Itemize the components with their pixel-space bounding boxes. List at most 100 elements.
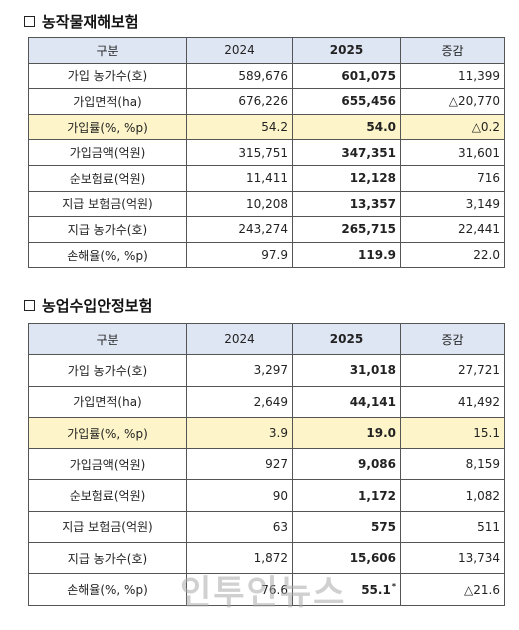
value-change: 511: [400, 510, 505, 544]
header-2024: 2024: [186, 37, 293, 64]
value-2025: 19.0: [292, 416, 401, 450]
value-2025: 265,715: [292, 216, 401, 243]
value-2024: 11,411: [186, 164, 293, 192]
value-change: 22.0: [400, 241, 505, 269]
value-2024: 76.6: [186, 573, 293, 606]
header-2025: 2025: [292, 322, 401, 356]
value-2025: 9,086: [292, 448, 401, 481]
checkbox-icon: [24, 16, 35, 27]
table-row: 순보험료(억원) 11,411 12,128 716: [28, 164, 505, 192]
table-row: 지급 농가수(호) 243,274 265,715 22,441: [28, 216, 505, 243]
table-row-highlighted: 가입률(%, %p) 54.2 54.0 △0.2: [28, 113, 505, 141]
row-label: 가입금액(억원): [28, 139, 187, 166]
table-row: 손해율(%, %p) 76.6 55.1* △21.6: [28, 573, 505, 606]
row-label: 순보험료(억원): [28, 164, 187, 192]
value-change: 41,492: [400, 385, 505, 418]
value-change: 15.1: [400, 416, 505, 450]
value-change: 11,399: [400, 62, 505, 90]
table-row: 지급 보험금(억원) 63 575 511: [28, 510, 505, 544]
value-change: 13,734: [400, 542, 505, 575]
value-2025: 54.0: [292, 113, 401, 141]
value-2025: 1,172: [292, 479, 401, 512]
value-2024: 3.9: [186, 416, 293, 450]
table-row: 가입면적(ha) 2,649 44,141 41,492: [28, 385, 505, 418]
row-label: 가입면적(ha): [28, 385, 187, 418]
row-label: 지급 보험금(억원): [28, 190, 187, 218]
crop-insurance-table: 구분 2024 2025 증감 가입 농가수(호) 589,676 601,07…: [28, 37, 505, 269]
row-label: 손해율(%, %p): [28, 573, 187, 606]
income-insurance-table: 구분 2024 2025 증감 가입 농가수(호) 3,297 31,018 2…: [28, 322, 505, 606]
header-change: 증감: [400, 322, 505, 356]
table-row: 손해율(%, %p) 97.9 119.9 22.0: [28, 241, 505, 269]
value-2024: 2,649: [186, 385, 293, 418]
table-header-row: 구분 2024 2025 증감: [28, 37, 505, 64]
value-2025: 12,128: [292, 164, 401, 192]
section-title-crop-insurance: 농작물재해보험: [24, 11, 139, 32]
header-category: 구분: [28, 322, 187, 356]
table-row: 순보험료(억원) 90 1,172 1,082: [28, 479, 505, 512]
header-2024: 2024: [186, 322, 293, 356]
value-2025: 601,075: [292, 62, 401, 90]
row-label: 가입 농가수(호): [28, 62, 187, 90]
value-2025: 347,351: [292, 139, 401, 166]
value-2025: 13,357: [292, 190, 401, 218]
value-change: 27,721: [400, 354, 505, 387]
value-2024: 10,208: [186, 190, 293, 218]
value-2024: 589,676: [186, 62, 293, 90]
table-row: 가입 농가수(호) 589,676 601,075 11,399: [28, 62, 505, 90]
value-change: 31,601: [400, 139, 505, 166]
row-label: 손해율(%, %p): [28, 241, 187, 269]
value-2025: 31,018: [292, 354, 401, 387]
value-2025: 119.9: [292, 241, 401, 269]
value-2024: 1,872: [186, 542, 293, 575]
table-row-highlighted: 가입률(%, %p) 3.9 19.0 15.1: [28, 416, 505, 450]
section2-title-text: 농업수입안정보험: [42, 297, 153, 315]
value-2024: 927: [186, 448, 293, 481]
value-2025: 15,606: [292, 542, 401, 575]
table-row: 지급 농가수(호) 1,872 15,606 13,734: [28, 542, 505, 575]
table-row: 가입면적(ha) 676,226 655,456 △20,770: [28, 88, 505, 115]
value-change: △20,770: [400, 88, 505, 115]
value-2025: 575: [292, 510, 401, 544]
value-2025: 44,141: [292, 385, 401, 418]
row-label: 가입 농가수(호): [28, 354, 187, 387]
table-row: 가입금액(억원) 315,751 347,351 31,601: [28, 139, 505, 166]
value-2025: 55.1: [361, 583, 391, 598]
header-category: 구분: [28, 37, 187, 64]
value-2025-with-note: 55.1*: [292, 573, 401, 606]
value-change: △0.2: [400, 113, 505, 141]
row-label: 지급 농가수(호): [28, 216, 187, 243]
value-2024: 3,297: [186, 354, 293, 387]
footnote-mark: *: [391, 582, 396, 592]
section1-title-text: 농작물재해보험: [42, 13, 139, 31]
value-2025: 655,456: [292, 88, 401, 115]
row-label: 가입금액(억원): [28, 448, 187, 481]
row-label: 지급 보험금(억원): [28, 510, 187, 544]
section-title-income-insurance: 농업수입안정보험: [24, 295, 152, 316]
value-2024: 63: [186, 510, 293, 544]
value-change: △21.6: [400, 573, 505, 606]
value-2024: 243,274: [186, 216, 293, 243]
row-label: 지급 농가수(호): [28, 542, 187, 575]
header-change: 증감: [400, 37, 505, 64]
value-2024: 97.9: [186, 241, 293, 269]
value-change: 716: [400, 164, 505, 192]
value-change: 8,159: [400, 448, 505, 481]
value-2024: 54.2: [186, 113, 293, 141]
value-2024: 315,751: [186, 139, 293, 166]
row-label: 순보험료(억원): [28, 479, 187, 512]
row-label: 가입면적(ha): [28, 88, 187, 115]
table-header-row: 구분 2024 2025 증감: [28, 322, 505, 356]
header-2025: 2025: [292, 37, 401, 64]
value-change: 22,441: [400, 216, 505, 243]
value-2024: 676,226: [186, 88, 293, 115]
checkbox-icon: [24, 300, 35, 311]
table-row: 가입 농가수(호) 3,297 31,018 27,721: [28, 354, 505, 387]
table-row: 지급 보험금(억원) 10,208 13,357 3,149: [28, 190, 505, 218]
row-label: 가입률(%, %p): [28, 113, 187, 141]
value-change: 1,082: [400, 479, 505, 512]
row-label: 가입률(%, %p): [28, 416, 187, 450]
value-change: 3,149: [400, 190, 505, 218]
table-row: 가입금액(억원) 927 9,086 8,159: [28, 448, 505, 481]
value-2024: 90: [186, 479, 293, 512]
